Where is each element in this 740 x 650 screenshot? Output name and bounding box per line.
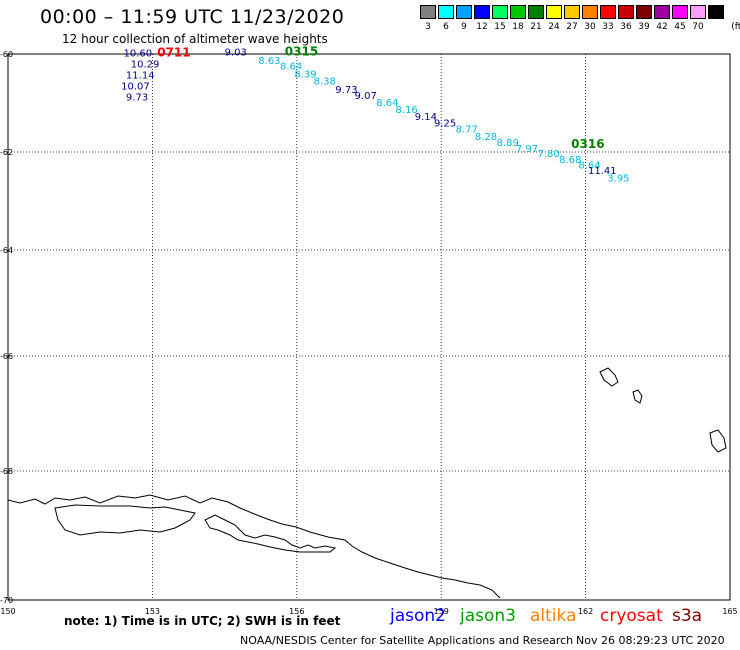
wave-height-label: 9.14 bbox=[415, 112, 437, 123]
legend-swatch bbox=[654, 5, 670, 19]
legend-label: 12 bbox=[476, 22, 488, 32]
legend-swatch bbox=[564, 5, 580, 19]
lat-tick-label: -64 bbox=[0, 246, 13, 255]
wave-height-label: 7.97 bbox=[516, 144, 538, 155]
wave-height-label: 9.73 bbox=[335, 85, 357, 96]
satellite-name: jason3 bbox=[460, 606, 516, 626]
legend-label: 3 bbox=[425, 22, 431, 32]
wave-height-label: 8.38 bbox=[314, 76, 336, 87]
wave-height-label: 8.89 bbox=[497, 138, 519, 149]
coastline bbox=[7, 367, 727, 599]
wave-height-label: 8.64 bbox=[578, 161, 600, 172]
lon-tick-label: 153 bbox=[145, 607, 160, 616]
legend-label: 45 bbox=[674, 22, 686, 32]
legend-swatch bbox=[636, 5, 652, 19]
legend-label: 36 bbox=[620, 22, 632, 32]
pass-time-label: 0316 bbox=[571, 137, 604, 151]
wave-height-label: 3.95 bbox=[607, 173, 629, 184]
wave-height-label: 9.03 bbox=[225, 47, 247, 58]
legend-swatch bbox=[492, 5, 508, 19]
wave-height-label: 10.60 bbox=[124, 48, 153, 59]
lat-tick-label: -60 bbox=[0, 50, 13, 59]
wave-height-label: 10.07 bbox=[121, 81, 150, 92]
lon-tick-label: 162 bbox=[578, 607, 593, 616]
legend-label: 21 bbox=[530, 22, 542, 32]
island-outline bbox=[709, 429, 727, 453]
legend-label: 30 bbox=[584, 22, 596, 32]
legend-swatch bbox=[582, 5, 598, 19]
wave-height-label: 11.41 bbox=[588, 166, 617, 177]
legend-swatch bbox=[474, 5, 490, 19]
legend-label: 33 bbox=[602, 22, 614, 32]
lat-tick-label: -62 bbox=[0, 148, 13, 157]
island-outline bbox=[599, 367, 619, 387]
wave-height-label: 8.68 bbox=[559, 155, 581, 166]
ice-shelf-outline bbox=[54, 504, 196, 536]
page-subtitle: 12 hour collection of altimeter wave hei… bbox=[62, 32, 328, 46]
observations-layer: 10.6010.2911.1410.079.739.038.638.648.39… bbox=[121, 44, 629, 184]
wave-height-label: 8.64 bbox=[280, 62, 302, 73]
legend-unit: (ft) bbox=[731, 22, 740, 32]
legend-swatch bbox=[528, 5, 544, 19]
legend-swatch bbox=[618, 5, 634, 19]
legend-swatch bbox=[708, 5, 724, 19]
legend-label: 39 bbox=[638, 22, 650, 32]
legend-label: 42 bbox=[656, 22, 668, 32]
legend-swatch bbox=[672, 5, 688, 19]
wave-height-label: 8.28 bbox=[475, 132, 497, 143]
wave-height-label: 9.73 bbox=[126, 93, 148, 104]
legend-label: 27 bbox=[566, 22, 578, 32]
credit-line: NOAA/NESDIS Center for Satellite Applica… bbox=[240, 634, 574, 647]
legend-swatch bbox=[690, 5, 706, 19]
satellite-name: s3a bbox=[672, 606, 703, 626]
wave-height-label: 8.77 bbox=[456, 124, 478, 135]
satellite-name: cryosat bbox=[600, 606, 663, 626]
timestamp: Nov 26 08:29:23 UTC 2020 bbox=[576, 634, 725, 647]
wave-height-label: 7.80 bbox=[537, 149, 559, 160]
wave-height-label: 8.64 bbox=[376, 98, 398, 109]
lon-tick-label: 159 bbox=[434, 607, 449, 616]
pass-time-label: 0315 bbox=[285, 44, 318, 58]
inlet-outline bbox=[204, 514, 337, 553]
legend-label: 9 bbox=[461, 22, 467, 32]
wave-height-label: 11.14 bbox=[126, 71, 155, 82]
satellite-name: jason2 bbox=[390, 606, 446, 626]
legend-swatch bbox=[420, 5, 436, 19]
lon-tick-label: 165 bbox=[722, 607, 737, 616]
legend-label: 70 bbox=[692, 22, 704, 32]
wave-height-label: 9.07 bbox=[355, 91, 377, 102]
legend-swatch bbox=[546, 5, 562, 19]
map-frame bbox=[7, 53, 731, 601]
antarctic-coastline bbox=[7, 494, 501, 599]
wave-height-label: 8.16 bbox=[395, 105, 417, 116]
island-outline bbox=[632, 389, 643, 404]
footnote: note: 1) Time is in UTC; 2) SWH is in fe… bbox=[64, 614, 341, 628]
lat-tick-label: -68 bbox=[0, 467, 13, 476]
legend-label: 6 bbox=[443, 22, 449, 32]
pass-time-label: 0711 bbox=[157, 45, 190, 59]
wave-height-label: 9.25 bbox=[434, 119, 456, 130]
satellite-name: altika bbox=[530, 606, 577, 626]
legend-swatch bbox=[438, 5, 454, 19]
lat-tick-label: -66 bbox=[0, 352, 13, 361]
legend-label: 15 bbox=[494, 22, 506, 32]
wave-height-label: 8.63 bbox=[258, 56, 280, 67]
legend-swatch bbox=[600, 5, 616, 19]
lon-tick-label: 150 bbox=[0, 607, 15, 616]
legend-label: 18 bbox=[512, 22, 524, 32]
page-title: 00:00 – 11:59 UTC 11/23/2020 bbox=[40, 6, 345, 28]
legend-swatch bbox=[510, 5, 526, 19]
lat-tick-label: -70 bbox=[0, 596, 13, 605]
lon-tick-label: 156 bbox=[289, 607, 304, 616]
legend-label: 24 bbox=[548, 22, 560, 32]
legend-swatch bbox=[456, 5, 472, 19]
wave-height-label: 10.29 bbox=[131, 60, 160, 71]
graticule: 150 153 156 159 162 165 -60 -62 -64 -66 -68 -70 bbox=[0, 50, 738, 616]
wave-height-label: 8.39 bbox=[294, 70, 316, 81]
